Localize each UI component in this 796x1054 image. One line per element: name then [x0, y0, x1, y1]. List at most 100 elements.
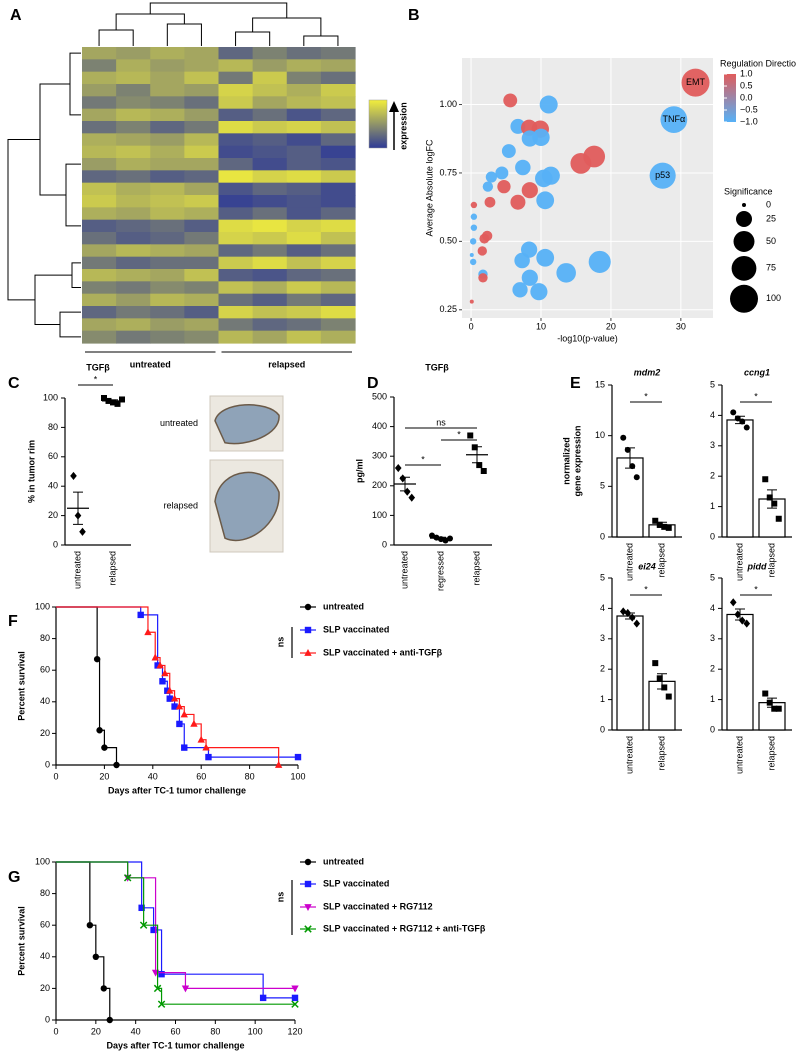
legend-marker	[304, 603, 312, 611]
heatmap-cell	[150, 182, 185, 196]
panel-title: TGFβ	[86, 362, 110, 372]
heatmap-cell	[150, 269, 185, 282]
y-tick-label: 40	[40, 696, 50, 706]
bubble	[512, 282, 528, 298]
heatmap-cell	[320, 108, 356, 122]
heatmap-cell	[184, 96, 220, 110]
bubble	[570, 152, 592, 174]
heatmap-cell	[286, 108, 322, 122]
image-label: relapsed	[163, 500, 198, 510]
data-point	[771, 500, 778, 507]
data-point	[738, 616, 746, 625]
dendrogram	[115, 13, 185, 30]
heatmap-cell	[320, 306, 356, 319]
heatmap-cell	[218, 182, 254, 196]
y-tick-label: 80	[40, 633, 50, 643]
x-tick-label: 40	[131, 1026, 141, 1036]
dendrogram	[34, 274, 72, 325]
bubble	[514, 252, 530, 269]
censor-marker	[180, 710, 188, 718]
heatmap-cell	[320, 71, 356, 85]
heatmap-cell	[82, 281, 117, 295]
heatmap-cell	[252, 121, 288, 134]
heatmap-cell	[116, 281, 151, 295]
heatmap-cell	[184, 121, 220, 134]
heatmap-cell	[252, 96, 288, 110]
group-label: relapsed	[268, 359, 305, 369]
censor-marker	[166, 695, 173, 702]
heatmap-cell	[150, 145, 185, 159]
heatmap-cell	[82, 133, 117, 147]
data-point	[438, 536, 444, 543]
heatmap-cell	[116, 232, 151, 245]
legend-label: SLP vaccinated	[323, 878, 389, 888]
heatmap-cell	[252, 145, 288, 159]
bubble	[521, 269, 538, 286]
x-tick-label: 60	[170, 1026, 180, 1036]
heatmap-cell	[286, 158, 322, 171]
bubble	[469, 238, 477, 245]
heatmap-cell	[116, 96, 151, 110]
censor-marker	[144, 628, 152, 636]
bubble	[503, 93, 518, 108]
y-tick-label: 0	[45, 1014, 50, 1024]
color-tick-label: −1.0	[740, 116, 758, 126]
bar	[726, 419, 754, 538]
data-point	[629, 463, 636, 470]
tissue-section	[214, 471, 280, 542]
heatmap-cell	[150, 59, 185, 73]
heatmap-cell	[82, 244, 117, 258]
heatmap-cell	[116, 306, 151, 319]
legend-label: SLP vaccinated + RG7112 + anti-TGFβ	[323, 923, 486, 933]
survival-curve	[56, 606, 298, 758]
bubble	[530, 283, 548, 301]
dendrogram	[149, 2, 288, 18]
size-tick-label: 75	[766, 263, 776, 273]
heatmap-cell	[150, 121, 185, 134]
heatmap-cell	[184, 232, 220, 245]
x-tick-label: untreated	[399, 551, 409, 589]
heatmap-cell	[286, 306, 322, 319]
heatmap-cell	[218, 195, 254, 208]
heatmap-cell	[286, 84, 322, 97]
censor-marker	[96, 727, 103, 734]
data-point	[624, 608, 632, 618]
bubble	[470, 201, 478, 209]
bubble	[478, 273, 488, 283]
heatmap-cell	[218, 256, 254, 270]
bubble	[479, 233, 490, 244]
y-tick-label: 3	[710, 633, 715, 643]
y-tick-label: 0.75	[439, 167, 457, 177]
data-point	[628, 613, 636, 622]
legend-arrow-head	[389, 101, 399, 112]
bar	[726, 613, 754, 731]
heatmap-cell	[116, 84, 151, 97]
survival-curve	[56, 861, 295, 999]
data-point	[476, 462, 483, 469]
bubble	[660, 106, 688, 133]
heatmap-cell	[320, 47, 356, 60]
dendrogram	[65, 163, 81, 227]
censor-marker	[92, 953, 100, 960]
color-tick-label: 0.5	[740, 80, 753, 90]
censor-marker	[86, 922, 94, 929]
bubble	[536, 191, 555, 210]
heatmap-cell	[286, 232, 322, 245]
heatmap-cell	[286, 145, 322, 159]
heatmap-cell	[218, 121, 254, 134]
data-point	[775, 515, 782, 522]
bubble	[470, 224, 478, 231]
heatmap-cell	[184, 71, 220, 85]
y-tick-label: 3	[600, 633, 605, 643]
heatmap-cell	[286, 256, 322, 270]
heatmap-cell	[320, 269, 356, 282]
heatmap-cell	[252, 133, 288, 147]
heatmap-cell	[286, 318, 322, 332]
panel-label: A	[10, 7, 22, 24]
heatmap-cell	[116, 121, 151, 134]
censor-marker	[259, 994, 267, 1002]
legend-title: Significance	[724, 186, 773, 196]
x-tick-label: 20	[606, 321, 616, 331]
y-tick-label: 4	[710, 603, 715, 613]
heatmap-cell	[82, 195, 117, 208]
